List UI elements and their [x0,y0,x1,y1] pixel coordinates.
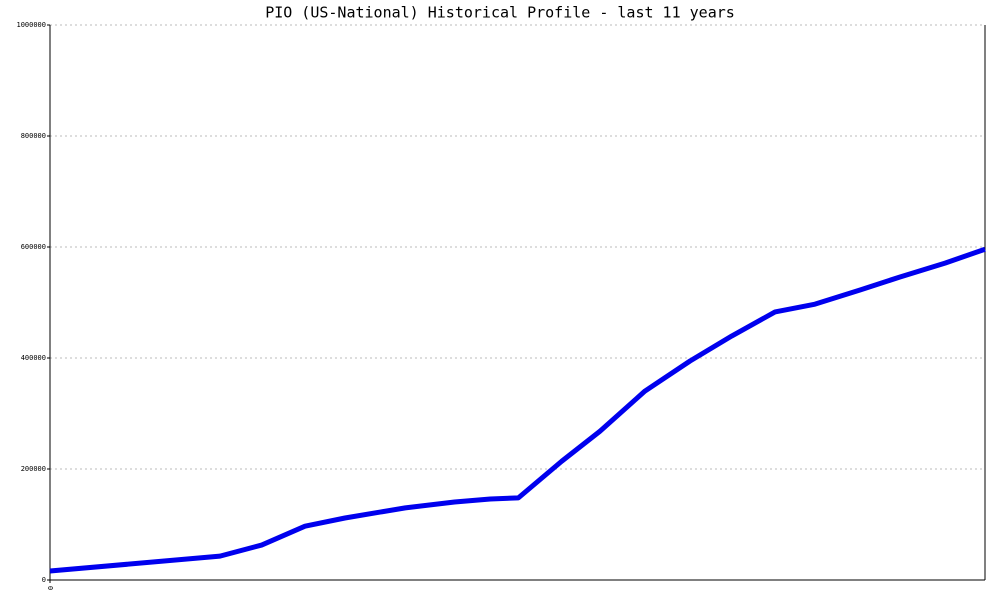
y-tick-label: 1000000 [16,21,46,29]
x-tick-label: 0 [46,586,54,590]
y-tick-label: 600000 [21,243,46,251]
chart-title: PIO (US-National) Historical Profile - l… [265,4,735,22]
y-tick-label: 400000 [21,354,46,362]
y-tick-label: 0 [42,576,46,584]
y-tick-label: 200000 [21,465,46,473]
y-tick-label: 800000 [21,132,46,140]
data-line [49,246,986,574]
